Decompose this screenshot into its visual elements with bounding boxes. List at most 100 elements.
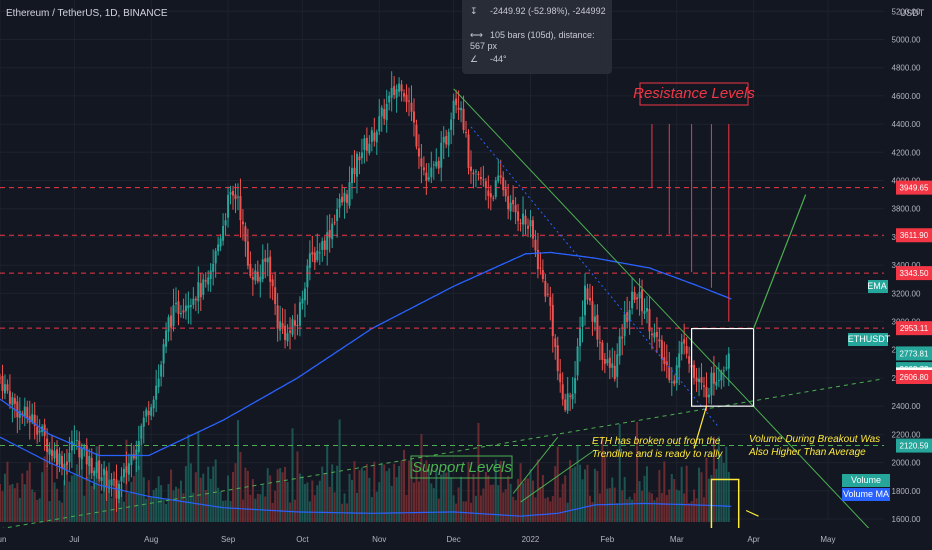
volume-bar bbox=[650, 493, 653, 522]
volume-bar bbox=[660, 492, 663, 522]
price-tag bbox=[896, 266, 932, 281]
candle-body bbox=[11, 397, 14, 406]
candle-body bbox=[197, 282, 200, 302]
candle-body bbox=[645, 307, 648, 312]
candle-body bbox=[727, 353, 730, 369]
candle-body bbox=[370, 130, 373, 143]
volume-bar bbox=[165, 503, 168, 522]
candle-body bbox=[544, 281, 547, 297]
candle-body bbox=[135, 449, 138, 460]
price-tag bbox=[896, 369, 932, 384]
volume-bar bbox=[142, 477, 145, 522]
price-tag-label: 3611.90 bbox=[900, 231, 929, 240]
candle-body bbox=[479, 176, 482, 179]
ema-label: EMA bbox=[867, 281, 887, 291]
volume-bar bbox=[70, 475, 73, 522]
candle-body bbox=[603, 359, 606, 364]
candle-body bbox=[534, 239, 537, 251]
volume-bar bbox=[554, 466, 557, 522]
candle-body bbox=[655, 331, 658, 337]
candle-body bbox=[222, 225, 225, 241]
candle-body bbox=[353, 167, 356, 175]
volume-bar bbox=[289, 502, 292, 522]
volume-bar bbox=[472, 474, 475, 522]
volume-bar bbox=[311, 480, 314, 522]
volume-bar bbox=[204, 489, 207, 522]
candle-body bbox=[31, 414, 34, 422]
candle-body bbox=[28, 416, 31, 423]
volume-bar bbox=[645, 466, 648, 522]
symbol-tag bbox=[848, 333, 888, 346]
volume-bar bbox=[383, 464, 386, 522]
volume-bar bbox=[700, 472, 703, 522]
candle-body bbox=[499, 175, 502, 178]
candle-body bbox=[90, 457, 93, 474]
candle-body bbox=[477, 173, 480, 175]
candle-body bbox=[132, 454, 135, 459]
volume-bar bbox=[576, 445, 579, 522]
candle-body bbox=[358, 156, 361, 161]
volume-bar bbox=[539, 487, 542, 522]
candle-body bbox=[368, 143, 371, 154]
candle-body bbox=[36, 426, 39, 435]
volume-bar bbox=[457, 487, 460, 522]
price-tick-label: 5200.00 bbox=[892, 7, 921, 16]
volume-bar bbox=[685, 465, 688, 522]
volume-bar bbox=[675, 489, 678, 522]
date-tick-label: Nov bbox=[372, 535, 386, 544]
volume-bar bbox=[172, 490, 175, 522]
candle-body bbox=[284, 325, 287, 341]
candle-body bbox=[460, 107, 463, 111]
volume-bar bbox=[450, 477, 453, 522]
candle-body bbox=[162, 344, 165, 364]
candle-body bbox=[700, 377, 703, 383]
volume-bar bbox=[603, 454, 606, 522]
volume-bar bbox=[98, 479, 101, 522]
volume-label: Volume bbox=[851, 475, 881, 485]
ema-tag bbox=[868, 280, 888, 293]
candle-body bbox=[432, 164, 435, 166]
volume-bar bbox=[75, 464, 78, 522]
candle-body bbox=[236, 196, 239, 198]
candle-body bbox=[172, 305, 175, 326]
volume-bar bbox=[41, 472, 44, 522]
volume-bar bbox=[266, 468, 269, 522]
candle-body bbox=[346, 194, 349, 204]
candle-body bbox=[514, 204, 517, 213]
candle-body bbox=[487, 190, 490, 196]
candle-body bbox=[442, 136, 445, 143]
candle-body bbox=[351, 168, 353, 184]
volume-bar bbox=[90, 485, 93, 522]
price-tag-label: 3949.65 bbox=[900, 184, 929, 193]
volume-bar bbox=[425, 460, 428, 522]
candle-body bbox=[38, 430, 41, 433]
measure-angle: -44° bbox=[490, 54, 507, 64]
candle-body bbox=[395, 89, 398, 98]
candle-body bbox=[524, 215, 527, 225]
volume-bar bbox=[591, 502, 594, 522]
candle-body bbox=[489, 193, 492, 198]
volume-ma-label: Volume MA bbox=[843, 489, 889, 499]
volume-bar bbox=[321, 466, 324, 522]
price-tick-label: 4800.00 bbox=[892, 64, 921, 73]
candle-body bbox=[658, 339, 661, 342]
candle-body bbox=[688, 356, 691, 364]
volume-note-line2: Also Higher Than Average bbox=[748, 447, 866, 458]
candle-body bbox=[383, 109, 386, 119]
price-tick-label: 3200.00 bbox=[892, 289, 921, 298]
volume-bar bbox=[63, 480, 66, 522]
volume-bar bbox=[536, 459, 539, 522]
volume-bar bbox=[368, 477, 371, 522]
candle-body bbox=[598, 341, 601, 344]
candle-body bbox=[398, 83, 401, 92]
volume-bar bbox=[623, 477, 626, 522]
breakout-note-line1: ETH has broken out from the bbox=[592, 436, 721, 447]
volume-bar bbox=[365, 463, 368, 522]
volume-bar bbox=[546, 497, 549, 522]
price-tick-label: 3800.00 bbox=[892, 205, 921, 214]
candle-body bbox=[229, 191, 232, 195]
candle-body bbox=[725, 367, 728, 369]
candle-body bbox=[182, 310, 185, 313]
date-tick-label: May bbox=[820, 535, 835, 544]
